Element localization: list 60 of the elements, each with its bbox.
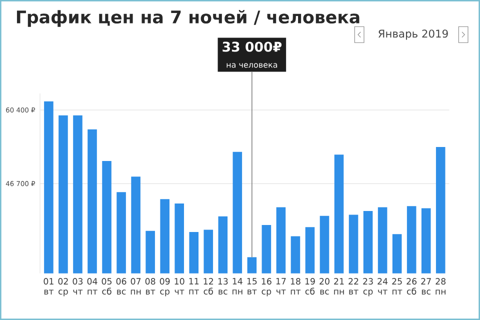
x-tick-label: 15 вт (247, 278, 257, 294)
x-tick-label: 03 чт (72, 278, 83, 294)
bar (363, 210, 373, 274)
x-tick-label: 17 чт (276, 278, 286, 294)
x-tick-label: 25 пт (392, 278, 402, 294)
x-tick-label: 22 вт (348, 278, 358, 294)
bar (146, 230, 155, 274)
x-tick-label: 16 ср (262, 278, 272, 296)
x-tick-label: 19 сб (305, 278, 315, 295)
x-tick-label: 05 сб (102, 278, 112, 295)
x-tick-label: 01 вт (44, 278, 54, 294)
bar (58, 115, 68, 274)
bar (305, 227, 315, 274)
bar (247, 257, 257, 274)
x-tick-label: 23 ср (363, 278, 373, 296)
bar (276, 207, 286, 274)
bar (189, 232, 199, 274)
x-tick-label: 12 сб (204, 278, 214, 295)
x-tick-label: 06 вс (116, 278, 126, 295)
x-tick-label: 28 пн (436, 278, 446, 294)
bar (44, 101, 54, 274)
bar (88, 129, 97, 274)
bar (174, 203, 184, 274)
x-tick-label: 09 ср (160, 278, 170, 296)
bar (204, 230, 214, 274)
bar (320, 216, 330, 274)
x-tick-label: 14 пн (232, 278, 242, 294)
chart-title: График цен на 7 ночей / человека (16, 10, 360, 27)
x-tick-label: 02 ср (58, 278, 68, 296)
bar (290, 236, 300, 274)
bar (232, 152, 242, 274)
bar (334, 154, 344, 274)
x-tick-label: 07 пн (130, 278, 141, 294)
bar (348, 214, 358, 274)
x-tick-label: 13 вс (218, 278, 228, 295)
bar (392, 234, 402, 274)
bar (131, 176, 140, 274)
x-tick-label: 20 вс (320, 278, 330, 295)
bar (102, 161, 112, 274)
x-tick-label: 10 чт (174, 278, 184, 294)
text: 33 000₽ (222, 42, 282, 52)
bar (73, 115, 82, 274)
x-tick-label: 11 пт (189, 278, 199, 294)
bar (406, 206, 416, 274)
bar (421, 208, 431, 274)
bar (116, 192, 126, 274)
bar (262, 224, 272, 274)
text: Январь 2019 (378, 30, 448, 40)
x-tick-label: 26 сб (406, 278, 417, 295)
x-tick-label: 04 пт (87, 278, 98, 294)
bar (436, 147, 446, 274)
x-tick-label: 18 пт (290, 278, 301, 294)
bar (218, 216, 228, 274)
x-tick-label: 21 пн (334, 278, 344, 294)
x-tick-label: 08 вт (145, 278, 156, 294)
bar (160, 199, 170, 274)
x-tick-label: 27 вс (421, 278, 431, 295)
bar (378, 207, 388, 274)
text: на человека (226, 63, 278, 68)
x-tick-label: 24 чт (378, 278, 388, 294)
